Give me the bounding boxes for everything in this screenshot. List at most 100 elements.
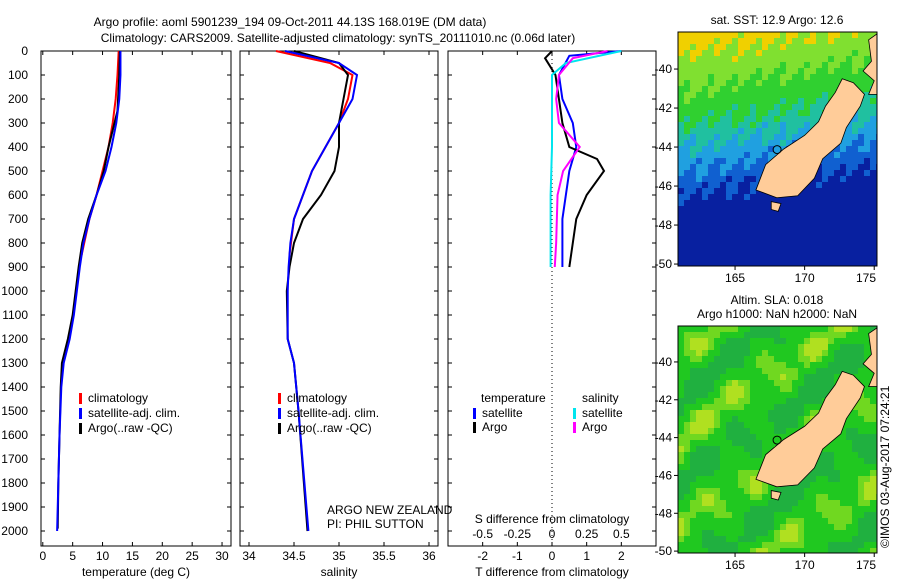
map-cell [708, 128, 715, 135]
map-cell [708, 32, 715, 39]
map-cell [840, 176, 847, 183]
map-cell [762, 74, 769, 81]
map-cell [690, 206, 697, 213]
map-cell [678, 476, 685, 483]
map-cell [786, 98, 793, 105]
map-cell [864, 488, 871, 495]
map-cell [714, 398, 721, 405]
map-cell [828, 500, 835, 507]
map-cell [714, 200, 721, 207]
map-cell [792, 416, 799, 423]
map-cell [834, 248, 841, 255]
map-cell [714, 50, 721, 57]
map-cell [762, 68, 769, 75]
map-cell [738, 152, 745, 159]
map-cell [834, 470, 841, 477]
map-cell [738, 104, 745, 111]
map-cell [864, 338, 871, 345]
map-cell [678, 218, 685, 225]
map-cell [816, 524, 823, 531]
map-cell [714, 260, 721, 266]
map-cell [774, 542, 781, 549]
map-cell [852, 332, 859, 339]
map-cell [786, 398, 793, 405]
map-cell [738, 548, 745, 553]
map-cell [840, 518, 847, 525]
map-cell [720, 482, 727, 489]
south-island [755, 78, 865, 199]
map-cell [690, 242, 697, 249]
map-cell [690, 338, 697, 345]
map-cell [744, 212, 751, 219]
map-cell [828, 542, 835, 549]
map-cell [684, 74, 691, 81]
s-tick-label: 0 [549, 527, 556, 541]
map-cell [864, 542, 871, 549]
map-cell [798, 392, 805, 399]
map-cell [810, 410, 817, 417]
map-cell [714, 416, 721, 423]
map-cell [822, 464, 829, 471]
map-cell [852, 212, 859, 219]
map-cell [810, 110, 817, 117]
map-cell [684, 134, 691, 141]
map-cell [798, 86, 805, 93]
map-cell [726, 92, 733, 99]
map-cell [828, 56, 835, 63]
x-tick-label: 35.5 [372, 549, 396, 563]
stewart-island [770, 201, 782, 212]
series-line-argo-raw-qc- [56, 50, 121, 529]
map-cell [852, 260, 859, 266]
map-cell [750, 410, 757, 417]
map-cell [804, 110, 811, 117]
map-cell [870, 326, 877, 333]
map-cell [828, 260, 835, 266]
map-cell [726, 248, 733, 255]
map-cell [714, 230, 721, 237]
map-cell [870, 410, 877, 417]
map-cell [762, 32, 769, 39]
map-cell [762, 224, 769, 231]
map-cell [792, 212, 799, 219]
map-cell [744, 326, 751, 333]
map-cell [690, 386, 697, 393]
map-cell [702, 170, 709, 177]
map-cell [780, 398, 787, 405]
map-cell [726, 470, 733, 477]
map-cell [768, 194, 775, 201]
map-cell [768, 482, 775, 489]
map-cell [822, 494, 829, 501]
x-axis-label: T difference from climatology [475, 565, 629, 579]
map-cell [696, 104, 703, 111]
map-cell [702, 74, 709, 81]
map-cell [840, 362, 847, 369]
map-cell [696, 80, 703, 87]
map-cell [726, 332, 733, 339]
map-cell [834, 506, 841, 513]
map-cell [726, 524, 733, 531]
map-cell [840, 188, 847, 195]
map-cell [804, 338, 811, 345]
map-cell [702, 344, 709, 351]
map-cell [750, 434, 757, 441]
map-cell [750, 356, 757, 363]
map-cell [858, 194, 865, 201]
map-x-tick-label: 175 [856, 558, 876, 572]
map-cell [852, 548, 859, 553]
map-cell [738, 518, 745, 525]
map-cell [732, 542, 739, 549]
map-cell [858, 488, 865, 495]
map-cell [774, 500, 781, 507]
map-cell [702, 392, 709, 399]
map-cell [828, 164, 835, 171]
legend-label: climatology [287, 391, 347, 405]
map-cell [714, 218, 721, 225]
map-cell [708, 110, 715, 117]
map-cell [846, 260, 853, 266]
map-cell [780, 500, 787, 507]
map-cell [798, 92, 805, 99]
map-cell [726, 146, 733, 153]
map-cell [786, 92, 793, 99]
map-cell [690, 38, 697, 45]
map-cell [852, 224, 859, 231]
